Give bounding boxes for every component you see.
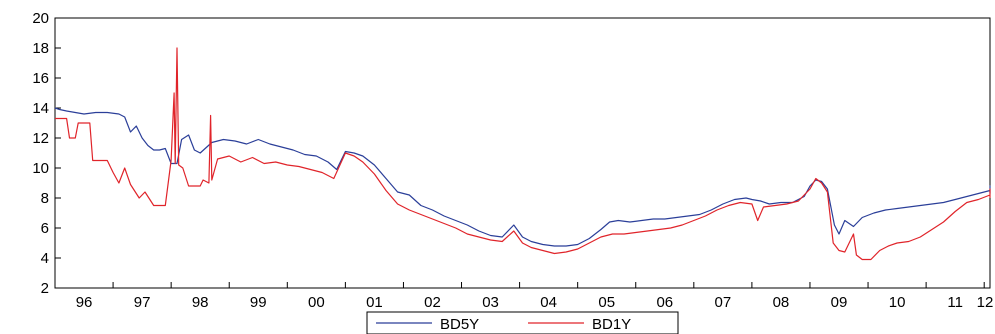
- x-tick-label: 00: [308, 294, 325, 311]
- y-tick-label: 14: [32, 100, 49, 117]
- x-tick-label: 09: [831, 294, 848, 311]
- y-tick-label: 4: [41, 250, 49, 267]
- x-tick-label: 12: [977, 294, 994, 311]
- y-axis: 2 4 6 8 10 12 14 16 18 20: [32, 10, 61, 297]
- x-tick-label: 04: [540, 294, 557, 311]
- y-tick-label: 12: [32, 130, 49, 147]
- x-tick-label: 01: [366, 294, 383, 311]
- x-tick-label: 03: [482, 294, 499, 311]
- y-tick-label: 20: [32, 10, 49, 27]
- x-tick-label: 97: [134, 294, 151, 311]
- x-tick-label: 02: [424, 294, 441, 311]
- x-tick-label: 99: [250, 294, 267, 311]
- series-layer: [54, 47, 991, 261]
- x-tick-label: 08: [773, 294, 790, 311]
- x-tick-label: 10: [889, 294, 906, 311]
- legend-label-bd1y: BD1Y: [592, 316, 631, 333]
- x-tick-label: 05: [598, 294, 615, 311]
- y-tick-label: 8: [41, 190, 49, 207]
- legend: BD5Y BD1Y: [366, 311, 679, 334]
- legend-label-bd5y: BD5Y: [440, 316, 479, 333]
- y-tick-label: 10: [32, 160, 49, 177]
- x-tick-label: 98: [192, 294, 209, 311]
- x-tick-label: 96: [76, 294, 93, 311]
- x-axis: 96 97 98 99 00 01 02 03 04 05 06 07 08 09 10 11 12: [76, 282, 994, 311]
- series-line-bd1y: [55, 47, 991, 261]
- plot-frame: [54, 17, 991, 289]
- y-tick-label: 16: [32, 70, 49, 87]
- x-tick-label: 06: [656, 294, 673, 311]
- x-tick-label: 07: [715, 294, 732, 311]
- y-tick-label: 2: [41, 280, 49, 297]
- series-line-bd5y: [54, 107, 991, 247]
- x-tick-label: 11: [947, 294, 963, 311]
- legend-box: [366, 311, 679, 334]
- y-tick-label: 6: [41, 220, 49, 237]
- y-tick-label: 18: [32, 40, 49, 57]
